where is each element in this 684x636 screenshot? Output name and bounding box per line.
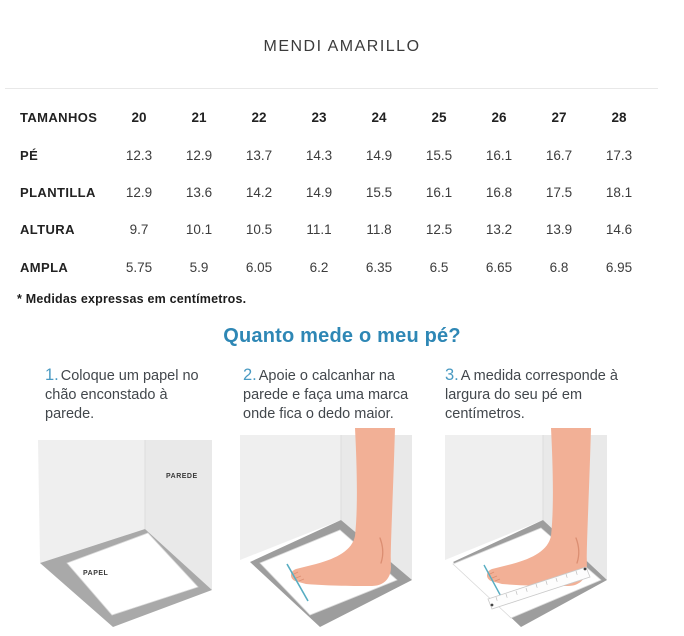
leg-foot [486,428,591,586]
size-column-header: 27 [551,110,567,126]
table-row-plantilla: PLANTILLA 12.9 13.6 14.2 14.9 15.5 16.1 … [20,174,664,211]
size-cell: 6.2 [309,259,329,275]
size-table-header-label: TAMANHOS [20,110,98,126]
step-text: A medida corresponde à largura do seu pé… [445,368,618,422]
size-column-header: 28 [611,110,627,126]
measure-step-2: 2. Apoie o calcanhar na parede e faça uma… [243,366,423,424]
illustration-paper-on-floor: PAREDE PAPEL [37,428,217,636]
size-cell: 16.1 [425,184,453,200]
size-cell: 14.3 [305,147,333,163]
paper-label: PAPEL [83,570,109,577]
size-column-header: 24 [371,110,387,126]
size-cell: 13.9 [545,222,573,238]
leg-foot [290,428,395,586]
ruler-ticks [495,570,578,601]
size-cell: 14.9 [305,184,333,200]
size-cell: 9.7 [129,222,149,238]
size-cell: 13.6 [185,184,213,200]
size-cell: 12.9 [125,184,153,200]
row-label: PLANTILLA [20,184,96,200]
size-cell: 16.1 [485,147,513,163]
illustration-foot-mark [240,428,425,636]
wall-label: PAREDE [166,473,198,480]
size-cell: 5.75 [125,259,153,275]
size-cell: 14.9 [365,147,393,163]
foot-measure-icon [445,428,607,627]
size-cell: 14.2 [245,184,273,200]
size-cell: 16.7 [545,147,573,163]
size-cell: 11.8 [366,222,392,238]
wall-left [445,435,543,560]
size-cell: 6.95 [605,259,633,275]
measure-endpoint-dot [583,567,587,571]
row-label: ALTURA [20,222,75,238]
size-cell: 5.9 [189,259,209,275]
measure-step-1: 1. Coloque um papel no chão enconstado à … [45,366,210,424]
wall-right [145,440,212,590]
size-cell: 6.05 [245,259,273,275]
illustration-foot-ruler [441,428,613,636]
toe-mark-line [286,563,309,602]
size-table: TAMANHOS 20 21 22 23 24 25 26 27 28 PÉ 1… [20,99,664,286]
row-label: AMPLA [20,259,69,275]
step-text: Apoie o calcanhar na parede e faça uma m… [243,368,409,422]
table-row-pe: PÉ 12.3 12.9 13.7 14.3 14.9 15.5 16.1 16… [20,136,664,173]
size-table-header-row: TAMANHOS 20 21 22 23 24 25 26 27 28 [20,99,664,136]
size-column-header: 25 [431,110,447,126]
ankle-crease [575,537,580,564]
measure-guide-heading: Quanto mede o meu pé? [223,325,461,347]
size-cell: 12.9 [185,147,213,163]
size-cell: 11.1 [306,222,332,238]
size-cell: 6.35 [365,259,393,275]
size-column-header: 22 [251,110,267,126]
measure-endpoint-dot [490,603,494,607]
ankle-crease [379,537,384,564]
size-column-header: 23 [311,110,327,126]
step-number: 1. [45,366,59,384]
toe-lines [489,571,501,582]
size-cell: 12.3 [125,147,153,163]
divider-line [5,88,658,89]
toe-lines [293,571,305,582]
step-number: 3. [445,366,459,384]
size-cell: 12.5 [425,222,453,238]
size-column-header: 21 [191,110,207,126]
size-cell: 6.8 [549,259,569,275]
size-cell: 6.5 [429,259,449,275]
step-number: 2. [243,366,257,384]
row-label: PÉ [20,147,39,163]
room-corner-paper-icon: PAREDE PAPEL [38,440,212,627]
size-cell: 16.8 [485,184,513,200]
size-column-header: 20 [131,110,147,126]
table-row-ampla: AMPLA 5.75 5.9 6.05 6.2 6.35 6.5 6.65 6.… [20,249,664,286]
size-cell: 13.7 [245,147,273,163]
size-cell: 15.5 [425,147,453,163]
size-cell: 14.6 [605,222,633,238]
paper-sheet [66,532,199,616]
size-cell: 13.2 [485,222,513,238]
units-footnote: * Medidas expressas em centímetros. [17,292,247,306]
size-cell: 18.1 [605,184,633,200]
size-cell: 17.3 [605,147,633,163]
step-text: Coloque um papel no chão enconstado à pa… [45,368,199,422]
ruler [487,566,591,610]
size-cell: 10.5 [245,222,273,238]
page-title: MENDI AMARILLO [263,38,421,55]
table-row-altura: ALTURA 9.7 10.1 10.5 11.1 11.8 12.5 13.2… [20,211,664,248]
size-column-header: 26 [491,110,507,126]
size-cell: 10.1 [185,222,213,238]
wall-left [38,440,145,563]
foot-on-paper-icon [240,428,412,627]
measure-step-3: 3. A medida corresponde à largura do seu … [445,366,625,424]
size-cell: 17.5 [545,184,573,200]
wall-left [240,435,341,560]
size-cell: 15.5 [365,184,393,200]
size-cell: 6.65 [485,259,513,275]
